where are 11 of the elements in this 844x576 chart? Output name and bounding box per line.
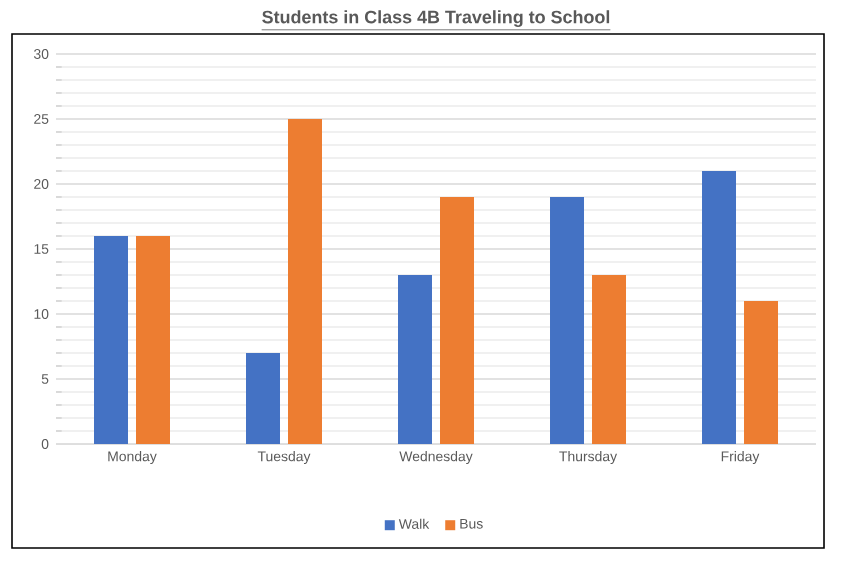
bar <box>744 301 779 444</box>
bar <box>440 196 475 444</box>
bar <box>550 196 585 444</box>
bar <box>94 235 128 444</box>
chart-title: Students in Class 4B Traveling to School <box>262 10 610 28</box>
bar <box>246 353 280 444</box>
bar <box>592 275 627 444</box>
bar <box>288 118 322 444</box>
bar <box>136 235 170 444</box>
bar <box>398 275 432 444</box>
bar <box>702 170 737 444</box>
